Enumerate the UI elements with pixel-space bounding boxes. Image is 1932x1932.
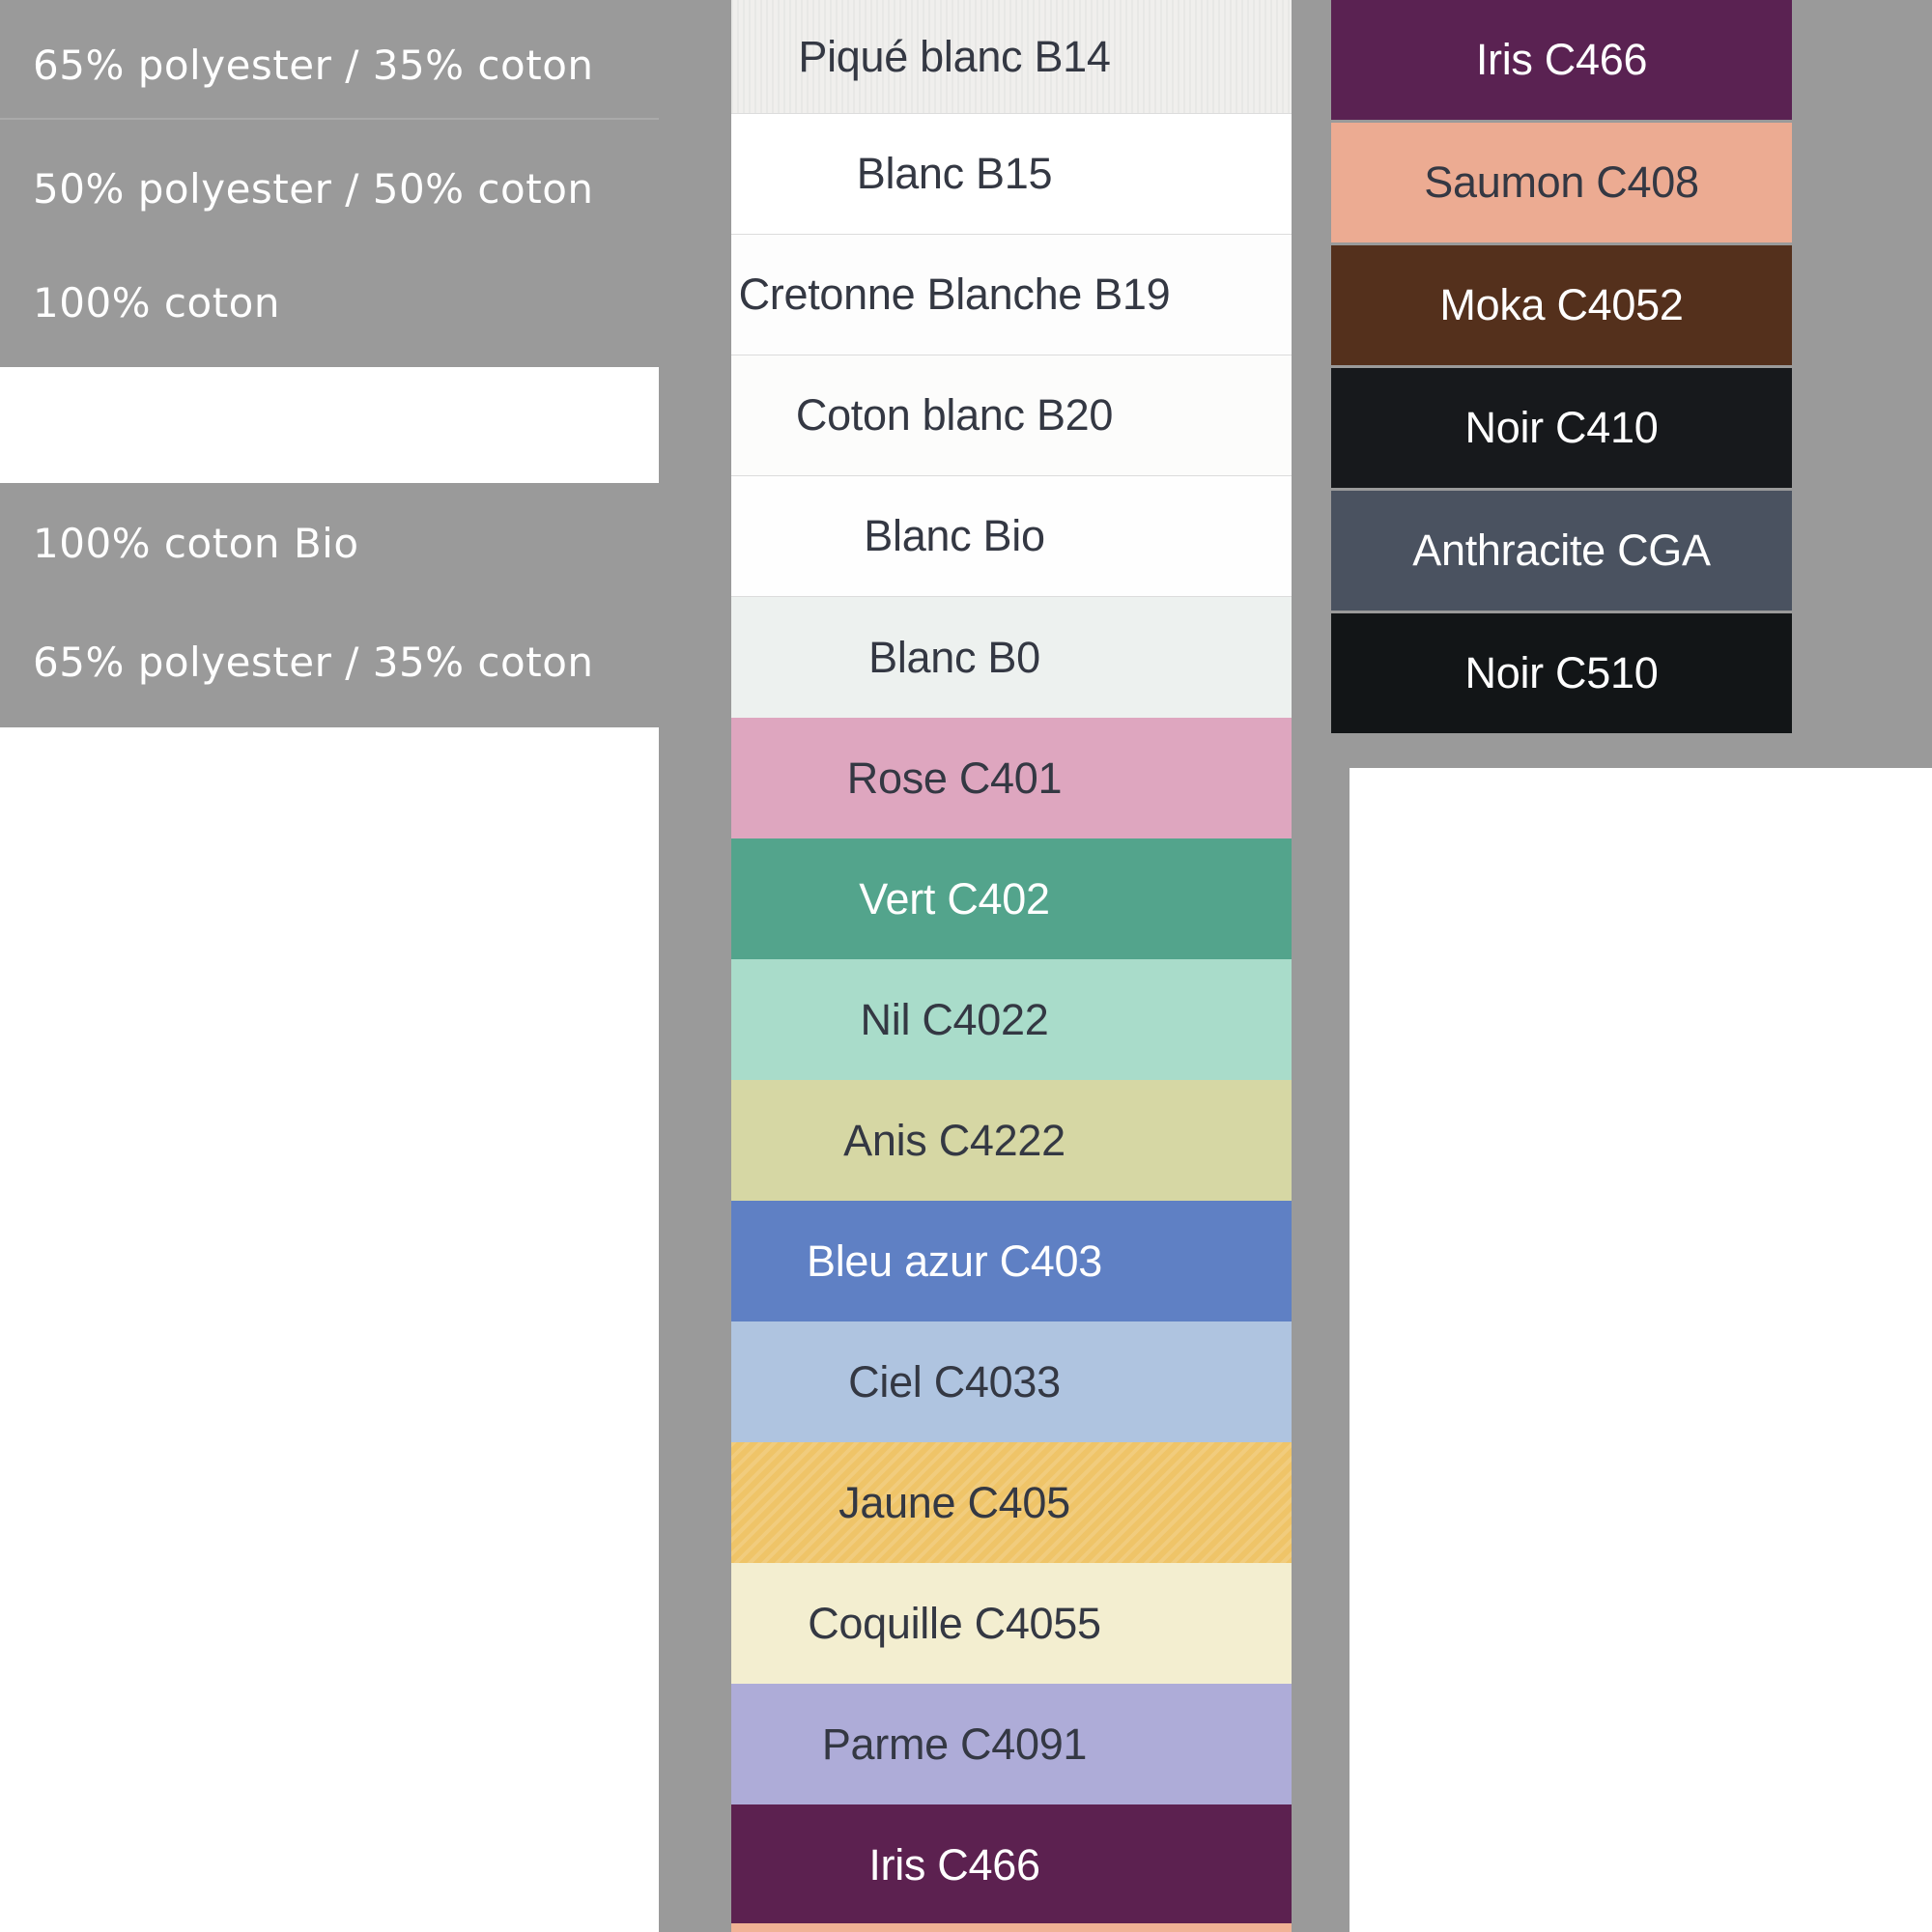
swatch-label: Anthracite CGA xyxy=(1412,526,1711,575)
fabric-swatch: Cretonne Blanche B19 xyxy=(731,235,1292,355)
fabric-swatch: Noir C410 xyxy=(1331,368,1792,488)
swatch-label: Bleu azur C403 xyxy=(807,1236,1102,1286)
swatch-column-main: Piqué blanc B14 Blanc B15 Cretonne Blanc… xyxy=(731,0,1292,1932)
swatch-label: Cretonne Blanche B19 xyxy=(738,270,1171,319)
swatch-label: Coquille C4055 xyxy=(808,1598,1101,1648)
swatch-label: Blanc B0 xyxy=(868,632,1040,682)
composition-label: 50% polyester / 50% coton xyxy=(33,164,594,213)
swatch-label: Iris C466 xyxy=(1475,35,1648,84)
fabric-swatch: Blanc B15 xyxy=(731,114,1292,235)
swatch-label: Iris C466 xyxy=(868,1839,1040,1889)
swatch-label: Nil C4022 xyxy=(860,994,1049,1044)
fabric-swatch: Anthracite CGA xyxy=(1331,491,1792,611)
swatch-label: Jaune C405 xyxy=(838,1477,1070,1527)
swatch-column-right: Iris C466 Saumon C408 Moka C4052 Noir C4… xyxy=(1331,0,1792,736)
page-white-area-bottom-right xyxy=(1350,768,1932,1932)
partial-fabric-swatch xyxy=(731,1923,1292,1932)
fabric-swatch: Coquille C4055 xyxy=(731,1563,1292,1684)
swatch-label: Ciel C4033 xyxy=(848,1356,1061,1406)
swatch-label: Vert C402 xyxy=(859,873,1050,923)
swatch-label: Piqué blanc B14 xyxy=(798,31,1111,81)
fabric-swatch: Saumon C408 xyxy=(1331,123,1792,242)
composition-label: 65% polyester / 35% coton xyxy=(33,41,594,89)
composition-label: 65% polyester / 35% coton xyxy=(33,638,594,686)
fabric-swatch: Anis C4222 xyxy=(731,1080,1292,1201)
fabric-swatch: Moka C4052 xyxy=(1331,245,1792,365)
swatch-label: Coton blanc B20 xyxy=(795,390,1114,440)
fabric-swatch: Bleu azur C403 xyxy=(731,1201,1292,1321)
composition-label: 100% coton Bio xyxy=(33,519,359,567)
page-white-area-bottom-left xyxy=(0,727,659,1932)
swatch-label: Moka C4052 xyxy=(1439,280,1684,329)
composition-label: 100% coton xyxy=(33,278,280,327)
fabric-swatch: Jaune C405 xyxy=(731,1442,1292,1563)
swatch-label: Anis C4222 xyxy=(843,1115,1065,1165)
swatch-label: Rose C401 xyxy=(846,753,1063,803)
fabric-swatch: Blanc Bio xyxy=(731,476,1292,597)
fabric-swatch: Piqué blanc B14 xyxy=(731,0,1292,114)
fabric-swatch: Noir C510 xyxy=(1331,613,1792,733)
left-panel-gap-row xyxy=(0,367,659,483)
swatch-label: Noir C510 xyxy=(1464,648,1659,697)
swatch-label: Parme C4091 xyxy=(821,1719,1088,1769)
fabric-swatch: Blanc B0 xyxy=(731,597,1292,718)
fabric-swatch: Coton blanc B20 xyxy=(731,355,1292,476)
swatch-label: Saumon C408 xyxy=(1424,157,1699,207)
fabric-swatch: Iris C466 xyxy=(1331,0,1792,120)
fabric-swatch: Parme C4091 xyxy=(731,1684,1292,1804)
fabric-swatch: Ciel C4033 xyxy=(731,1321,1292,1442)
fabric-swatch: Iris C466 xyxy=(731,1804,1292,1925)
swatch-label: Blanc Bio xyxy=(864,511,1045,560)
swatch-label: Blanc B15 xyxy=(856,149,1053,198)
fabric-swatch: Vert C402 xyxy=(731,838,1292,959)
fabric-swatch: Rose C401 xyxy=(731,718,1292,838)
swatch-label: Noir C410 xyxy=(1464,403,1659,452)
row-divider xyxy=(0,118,659,120)
fabric-swatch: Nil C4022 xyxy=(731,959,1292,1080)
